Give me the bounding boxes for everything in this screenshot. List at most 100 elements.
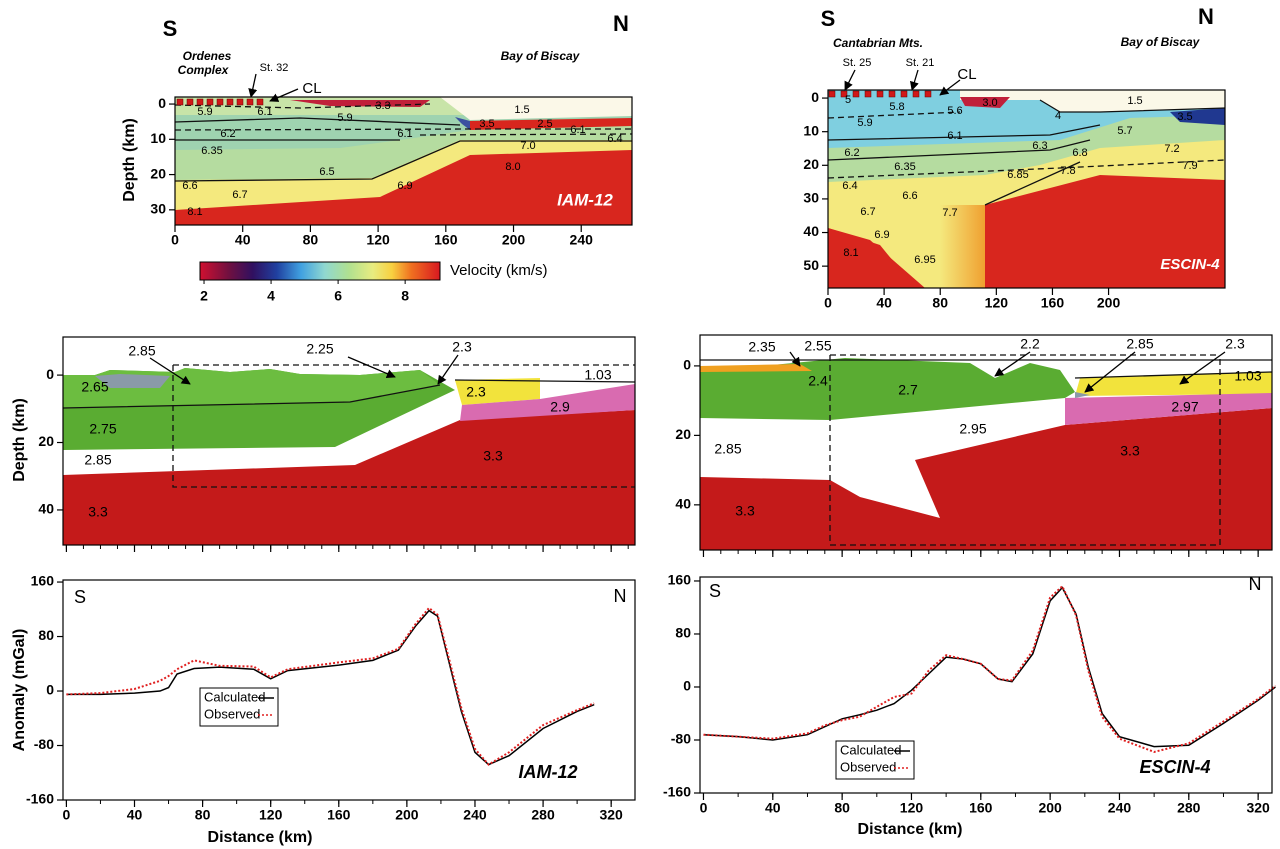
region-label: 1.03 [1234,368,1261,384]
arrow [248,73,258,98]
y-tick-label: -80 [34,736,54,752]
x-tick-label: 40 [765,800,781,816]
region [440,97,632,120]
plot-frame [699,576,1273,794]
x-tick-label: 120 [985,295,1009,311]
region [960,90,1225,112]
region-label: 2.85 [128,343,155,359]
region-label: 2.95 [959,421,986,437]
colorbar-tick-label: 8 [401,288,409,304]
legend-label: Observed [204,706,260,721]
region-label: 6.2 [220,128,235,140]
region-label: 3.3 [735,503,755,519]
x-tick-label: 200 [1097,295,1121,311]
region-label: 6.35 [894,161,915,173]
y-tick-label: 40 [675,496,691,512]
x-axis-label: Distance (km) [858,821,963,838]
x-tick-label: 160 [1041,295,1065,311]
annotation: ESCIN-4 [1160,256,1220,273]
colorbar-tick-label: 2 [200,288,208,304]
region-label: 6.9 [397,180,412,192]
x-tick-label: 40 [235,232,251,248]
layer-boundary [984,161,1081,206]
layer-boundary [827,139,1091,161]
annotation: S [709,581,721,601]
region-label: 6.6 [902,190,917,202]
region-label: 3.3 [1120,443,1140,459]
x-tick-label: 280 [1177,800,1201,816]
layer-boundary [174,103,431,109]
region-label: 2.55 [804,338,831,354]
region [960,97,1010,108]
region [700,364,812,372]
station [186,98,194,106]
annotation: N [1249,574,1262,594]
region [95,374,170,388]
x-tick-label: 80 [834,800,850,816]
region-label: 7.2 [1164,143,1179,155]
arrow [844,69,856,91]
station [864,90,872,98]
region-label: 5.7 [1117,125,1132,137]
region-label: 1.5 [514,104,529,116]
region-label: 5.8 [889,101,904,113]
region [455,378,540,405]
region-label: 6.1 [570,124,585,136]
region-label: 2.9 [550,399,570,415]
station [900,90,908,98]
y-tick-label: 30 [803,190,819,206]
layer-boundary [174,117,461,126]
region-label: 7.9 [1182,160,1197,172]
region-label: 4 [1055,110,1061,122]
y-tick-label: 10 [803,122,819,138]
layer-boundary [174,128,632,131]
layer-boundary [1074,371,1273,379]
station [246,98,254,106]
region-label: 6.2 [844,147,859,159]
annotation: N [614,586,627,606]
region-label: 2.65 [81,379,108,395]
y-tick-label: 50 [803,257,819,273]
region-label: 2.25 [306,341,333,357]
region-label: 2.4 [808,373,828,389]
region-label: 2.2 [1020,336,1040,352]
region-label: 6.4 [842,180,857,192]
region-label: 5.9 [197,106,212,118]
y-tick-label: 160 [668,572,692,588]
colorbar-label: Velocity (km/s) [450,262,548,279]
x-tick-label: 160 [327,807,351,823]
region-label: 6.6 [182,180,197,192]
x-tick-label: 280 [531,807,555,823]
region [460,384,635,421]
station [912,90,920,98]
y-tick-label: -160 [26,791,54,807]
region-label: 2.97 [1171,399,1198,415]
arrow [1179,351,1226,385]
arrow [994,351,1031,377]
region-label: 6.1 [257,106,272,118]
colorbar-tick-label: 4 [267,288,275,304]
annotation: Bay of Biscay [501,49,581,63]
y-axis-label: Depth (km) [121,118,138,202]
plot-frame [174,96,633,226]
region-label: 3.3 [88,504,108,520]
x-tick-label: 120 [366,232,390,248]
series-line [703,584,1277,753]
annotation: S [163,16,178,41]
annotation: St. 25 [843,57,872,69]
region-label: 7.7 [942,207,957,219]
region-label: 1.03 [584,367,611,383]
region-label: 6.4 [607,133,622,145]
station [924,90,932,98]
colorbar-tick-label: 6 [334,288,342,304]
region-label: 2.3 [1225,336,1245,352]
region-label: 6.5 [319,166,334,178]
layer-boundary [1039,99,1226,113]
y-axis-label: Anomaly (mGal) [11,629,28,752]
x-tick-label: 120 [900,800,924,816]
region-label: 6.1 [947,130,962,142]
station [196,98,204,106]
arrow [437,354,459,385]
station [888,90,896,98]
legend [835,740,915,780]
